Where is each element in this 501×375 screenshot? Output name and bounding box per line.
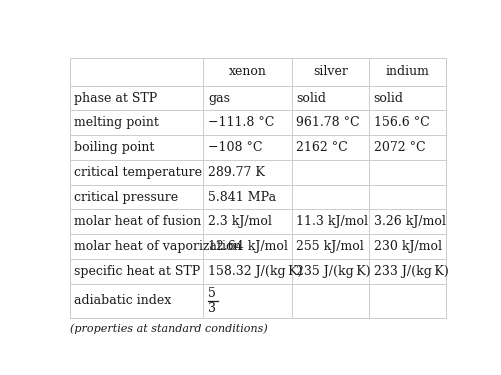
Text: 5.841 MPa: 5.841 MPa bbox=[208, 190, 276, 204]
Text: 235 J/(kg K): 235 J/(kg K) bbox=[297, 265, 371, 278]
Text: specific heat at STP: specific heat at STP bbox=[74, 265, 200, 278]
Text: solid: solid bbox=[297, 92, 327, 105]
Text: melting point: melting point bbox=[74, 116, 159, 129]
Text: molar heat of fusion: molar heat of fusion bbox=[74, 215, 201, 228]
Text: 2.3 kJ/mol: 2.3 kJ/mol bbox=[208, 215, 272, 228]
Text: 230 kJ/mol: 230 kJ/mol bbox=[374, 240, 442, 253]
Text: (properties at standard conditions): (properties at standard conditions) bbox=[70, 323, 268, 334]
Text: solid: solid bbox=[374, 92, 404, 105]
Text: 156.6 °C: 156.6 °C bbox=[374, 116, 429, 129]
Text: 158.32 J/(kg K): 158.32 J/(kg K) bbox=[208, 265, 303, 278]
Text: phase at STP: phase at STP bbox=[74, 92, 157, 105]
Text: 2072 °C: 2072 °C bbox=[374, 141, 425, 154]
Text: 255 kJ/mol: 255 kJ/mol bbox=[297, 240, 364, 253]
Text: 11.3 kJ/mol: 11.3 kJ/mol bbox=[297, 215, 368, 228]
Text: critical pressure: critical pressure bbox=[74, 190, 178, 204]
Text: 3.26 kJ/mol: 3.26 kJ/mol bbox=[374, 215, 445, 228]
Text: 5: 5 bbox=[208, 287, 216, 300]
Text: silver: silver bbox=[313, 65, 348, 78]
Text: 12.64 kJ/mol: 12.64 kJ/mol bbox=[208, 240, 288, 253]
Text: 289.77 K: 289.77 K bbox=[208, 166, 265, 179]
Text: 3: 3 bbox=[208, 302, 216, 315]
Text: indium: indium bbox=[386, 65, 429, 78]
Text: adiabatic index: adiabatic index bbox=[74, 294, 171, 307]
Text: critical temperature: critical temperature bbox=[74, 166, 202, 179]
Text: xenon: xenon bbox=[228, 65, 267, 78]
Text: 2162 °C: 2162 °C bbox=[297, 141, 348, 154]
Text: −111.8 °C: −111.8 °C bbox=[208, 116, 275, 129]
Text: 233 J/(kg K): 233 J/(kg K) bbox=[374, 265, 448, 278]
Text: gas: gas bbox=[208, 92, 230, 105]
Text: molar heat of vaporization: molar heat of vaporization bbox=[74, 240, 242, 253]
Text: boiling point: boiling point bbox=[74, 141, 155, 154]
Text: 961.78 °C: 961.78 °C bbox=[297, 116, 360, 129]
Text: −108 °C: −108 °C bbox=[208, 141, 263, 154]
